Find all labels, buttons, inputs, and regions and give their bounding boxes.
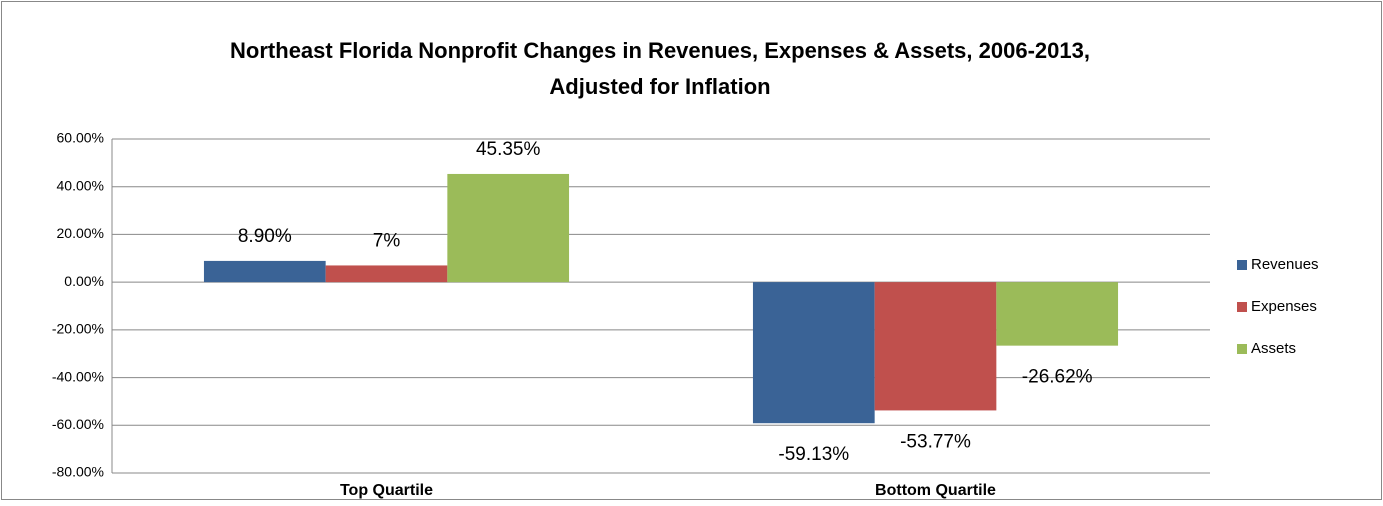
y-tick-label: 20.00% <box>57 225 104 241</box>
y-tick-label: 60.00% <box>57 130 104 146</box>
legend-swatch <box>1237 260 1247 270</box>
bar <box>325 265 448 283</box>
bar <box>996 282 1119 346</box>
data-label: 45.35% <box>476 139 541 160</box>
legend-label: Revenues <box>1251 256 1319 273</box>
data-label: 7% <box>373 230 401 251</box>
x-tick-label: Top Quartile <box>340 482 433 499</box>
y-tick-label: -20.00% <box>52 321 104 337</box>
bar <box>874 282 997 411</box>
data-label: -59.13% <box>778 444 849 465</box>
x-tick-label: Bottom Quartile <box>875 482 996 499</box>
bar <box>203 260 326 283</box>
data-label: 8.90% <box>238 226 292 247</box>
y-tick-label: -60.00% <box>52 416 104 432</box>
data-label: -26.62% <box>1022 367 1093 388</box>
bar <box>447 173 570 283</box>
y-tick-label: 40.00% <box>57 177 104 193</box>
y-tick-label: 0.00% <box>64 273 104 289</box>
chart-title: Northeast Florida Nonprofit Changes in R… <box>230 38 1090 63</box>
y-tick-label: -40.00% <box>52 368 104 384</box>
y-tick-label: -80.00% <box>52 464 104 480</box>
chart-title: Adjusted for Inflation <box>549 74 770 99</box>
bar <box>752 282 875 424</box>
data-label: -53.77% <box>900 431 971 452</box>
legend-swatch <box>1237 302 1247 312</box>
legend-swatch <box>1237 344 1247 354</box>
legend-label: Assets <box>1251 340 1296 357</box>
legend-label: Expenses <box>1251 298 1317 315</box>
